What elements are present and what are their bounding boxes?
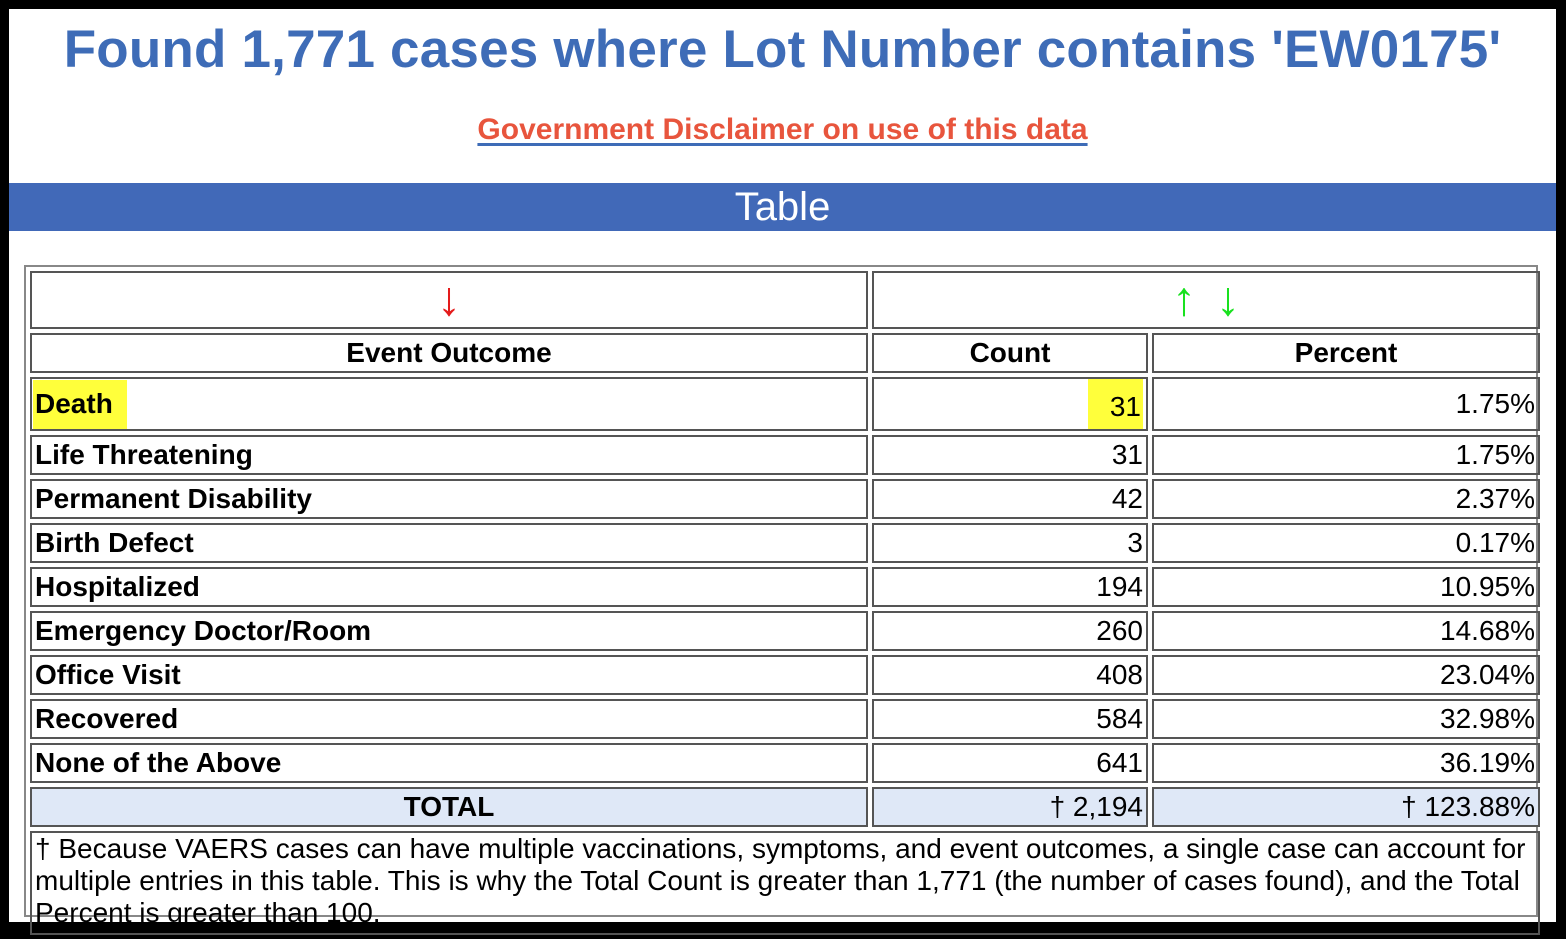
count-cell: 194 <box>872 567 1148 607</box>
outcome-cell: None of the Above <box>30 743 868 783</box>
percent-cell: 23.04% <box>1152 655 1540 695</box>
count-cell: 31 <box>872 435 1148 475</box>
outcome-cell: Life Threatening <box>30 435 868 475</box>
percent-cell: 36.19% <box>1152 743 1540 783</box>
percent-cell: 14.68% <box>1152 611 1540 651</box>
outcome-cell: Birth Defect <box>30 523 868 563</box>
disclaimer-container: Government Disclaimer on use of this dat… <box>9 112 1556 148</box>
results-table: ↓ ↑ ↓ Event Outcome Count Percent Death 3… <box>26 267 1544 939</box>
table-row: Birth Defect 3 0.17% <box>30 523 1540 563</box>
sort-row: ↓ ↑ ↓ <box>30 271 1540 329</box>
table-row: Emergency Doctor/Room 260 14.68% <box>30 611 1540 651</box>
percent-cell: 10.95% <box>1152 567 1540 607</box>
count-cell: 3 <box>872 523 1148 563</box>
footnote-row: † Because VAERS cases can have multiple … <box>30 831 1540 935</box>
count-sort-cell: ↑ ↓ <box>872 271 1540 329</box>
count-cell: 42 <box>872 479 1148 519</box>
percent-cell: 1.75% <box>1152 377 1540 431</box>
count-cell: 584 <box>872 699 1148 739</box>
page-title: Found 1,771 cases where Lot Number conta… <box>63 20 1502 79</box>
percent-cell: 0.17% <box>1152 523 1540 563</box>
section-header-bar: Table <box>9 183 1556 231</box>
count-cell: 641 <box>872 743 1148 783</box>
percent-cell: 32.98% <box>1152 699 1540 739</box>
table-row: None of the Above 641 36.19% <box>30 743 1540 783</box>
table-outer-border <box>24 265 1538 917</box>
table-row: Recovered 584 32.98% <box>30 699 1540 739</box>
table-row: Life Threatening 31 1.75% <box>30 435 1540 475</box>
page-frame: Found 1,771 cases where Lot Number conta… <box>9 9 1556 922</box>
highlighted-count: 31 <box>1087 379 1143 429</box>
outcome-sort-cell: ↓ <box>30 271 868 329</box>
highlighted-outcome: Death <box>33 380 127 429</box>
count-cell: 408 <box>872 655 1148 695</box>
total-row: TOTAL † 2,194 † 123.88% <box>30 787 1540 827</box>
table-row: Hospitalized 194 10.95% <box>30 567 1540 607</box>
sort-down-arrow-icon[interactable]: ↓ <box>437 273 461 326</box>
total-count: † 2,194 <box>872 787 1148 827</box>
table-row: Office Visit 408 23.04% <box>30 655 1540 695</box>
table-row: Permanent Disability 42 2.37% <box>30 479 1540 519</box>
percent-cell: 1.75% <box>1152 435 1540 475</box>
total-label: TOTAL <box>30 787 868 827</box>
column-header-count: Count <box>872 333 1148 373</box>
total-percent: † 123.88% <box>1152 787 1540 827</box>
sort-down-arrow-icon[interactable]: ↓ <box>1216 273 1240 326</box>
outcome-cell: Office Visit <box>30 655 868 695</box>
footnote-text: † Because VAERS cases can have multiple … <box>30 831 1540 935</box>
outcome-cell: Permanent Disability <box>30 479 868 519</box>
outcome-cell: Hospitalized <box>30 567 868 607</box>
column-header-percent: Percent <box>1152 333 1540 373</box>
outcome-cell: Death <box>30 377 868 431</box>
count-cell: 260 <box>872 611 1148 651</box>
outcome-cell: Emergency Doctor/Room <box>30 611 868 651</box>
column-header-outcome: Event Outcome <box>30 333 868 373</box>
percent-cell: 2.37% <box>1152 479 1540 519</box>
table-header-row: Event Outcome Count Percent <box>30 333 1540 373</box>
count-cell: 31 <box>872 377 1148 431</box>
outcome-cell: Recovered <box>30 699 868 739</box>
sort-up-arrow-icon[interactable]: ↑ <box>1172 273 1196 326</box>
disclaimer-link[interactable]: Government Disclaimer on use of this dat… <box>477 113 1088 146</box>
table-row: Death 31 1.75% <box>30 377 1540 431</box>
